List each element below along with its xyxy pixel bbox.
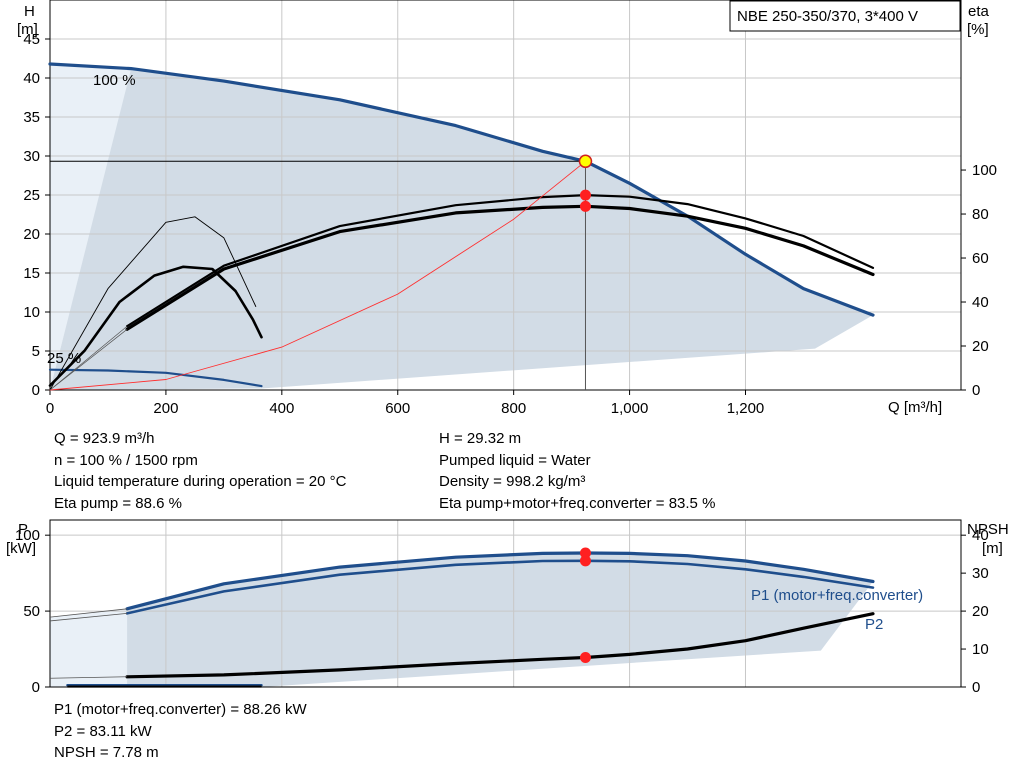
bottom-operating-area	[127, 553, 873, 687]
h-tick-label: 15	[23, 265, 40, 282]
q-tick-label: 800	[501, 400, 526, 417]
readout-eta-pump: Eta pump = 88.6 %	[54, 494, 182, 512]
top-panel: 0 200 400 600 800 1,000 1,20005101520253035404…	[17, 0, 997, 417]
bottom-panel: 0 50 100 0 10 20 30 40 P [kW] NPSH [m] P1 (moto…	[6, 519, 1009, 696]
readout-p2: P2 = 83.11 kW	[54, 722, 152, 740]
eta-leader-line	[49, 329, 128, 391]
npsh-tick-label: 20	[972, 603, 989, 620]
readout-top-right: H = 29.32 m Pumped liquid = Water Densit…	[439, 428, 715, 514]
p-axis-unit: [kW]	[6, 540, 36, 557]
p1-leader-line	[49, 608, 128, 618]
readout-pumped-liquid: Pumped liquid = Water	[439, 451, 591, 469]
q-axis-label: Q [m³/h]	[888, 399, 942, 416]
npsh-tick-label: 30	[972, 565, 989, 582]
power-duty-marker	[579, 555, 591, 567]
pump-title: NBE 250-350/370, 3*400 V	[737, 8, 918, 25]
p-tick-label: 100	[15, 527, 40, 544]
eta-axis-unit: [%]	[967, 21, 989, 38]
pump-title-box	[729, 0, 961, 32]
q-tick-label: 1,000	[611, 400, 649, 417]
eta-axis-label: eta	[968, 3, 990, 20]
eta-tick-label: 100	[972, 162, 997, 179]
q-tick-label: 200	[153, 400, 178, 417]
q-tick-label: 1,200	[727, 400, 765, 417]
speed-label-100: 100 %	[93, 72, 136, 89]
operating-area	[50, 68, 873, 390]
head-curve-100	[48, 62, 875, 317]
speed-label-25: 25 %	[47, 350, 81, 367]
npsh-tick-label: 10	[972, 641, 989, 658]
npsh-axis-unit: [m]	[982, 540, 1003, 557]
eta-curve-25	[48, 265, 263, 387]
eta-curve-min	[49, 216, 257, 391]
h-tick-label: 10	[23, 304, 40, 321]
q-tick-label: 600	[385, 400, 410, 417]
power-duty-marker	[579, 547, 591, 559]
bottom-plot-frame	[49, 519, 962, 688]
p2-series-label: P2	[865, 616, 883, 633]
eta-total-marker	[579, 200, 591, 212]
h-tick-label: 35	[23, 109, 40, 126]
readout-liquid-temperature: Liquid temperature during operation = 20…	[54, 473, 347, 490]
npsh-leader-line	[49, 676, 128, 679]
h-tick-label: 45	[23, 31, 40, 48]
bottom-low-flow-area	[50, 608, 129, 687]
h-tick-label: 20	[23, 226, 40, 243]
h-tick-label: 25	[23, 187, 40, 204]
readout-bottom: P1 (motor+freq.converter) = 88.26 kW P2 …	[54, 699, 307, 764]
eta-leader-line	[49, 325, 128, 391]
p-axis-label: P	[18, 521, 28, 538]
h-tick-label: 30	[23, 148, 40, 165]
h-tick-label: 40	[23, 70, 40, 87]
p-tick-label: 0	[32, 679, 40, 696]
npsh-tick-label: 0	[972, 679, 980, 696]
low-flow-area	[50, 63, 132, 391]
p1-series-label: P1 (motor+freq.converter)	[751, 587, 923, 604]
eta-pump-marker	[579, 189, 591, 201]
h-axis-unit: [m]	[17, 21, 38, 38]
eta-tick-label: 80	[972, 206, 989, 223]
duty-point-marker	[578, 154, 593, 169]
system-curve	[49, 160, 586, 391]
readout-npsh: NPSH = 7.78 m	[54, 744, 159, 761]
readout-speed: n = 100 % / 1500 rpm	[54, 451, 198, 469]
readout-p1: P1 (motor+freq.converter) = 88.26 kW	[54, 701, 307, 718]
readout-density: Density = 998.2 kg/m³	[439, 473, 586, 490]
h-tick-label: 0	[32, 382, 40, 399]
q-tick-label: 400	[269, 400, 294, 417]
eta-tick-label: 60	[972, 250, 989, 267]
readout-flow: Q = 923.9 m³/h	[54, 430, 155, 447]
q-tick-label: 0	[46, 400, 54, 417]
npsh-axis-label: NPSH	[967, 521, 1009, 538]
head-curve-25	[48, 368, 263, 388]
readout-head: H = 29.32 m	[439, 430, 522, 447]
eta-tick-label: 0	[972, 382, 980, 399]
h-tick-label: 5	[32, 343, 40, 360]
npsh-tick-label: 40	[972, 527, 989, 544]
readout-eta-total: Eta pump+motor+freq.converter = 83.5 %	[439, 494, 716, 512]
readout-top-left: Q = 923.9 m³/h n = 100 % / 1500 rpm Liqu…	[54, 428, 346, 514]
eta-tick-label: 40	[972, 294, 989, 311]
p2-leader-line	[49, 612, 128, 622]
h-axis-label: H	[24, 3, 35, 20]
npsh-duty-marker	[579, 651, 591, 663]
p-tick-label: 50	[23, 603, 40, 620]
eta-tick-label: 20	[972, 338, 989, 355]
